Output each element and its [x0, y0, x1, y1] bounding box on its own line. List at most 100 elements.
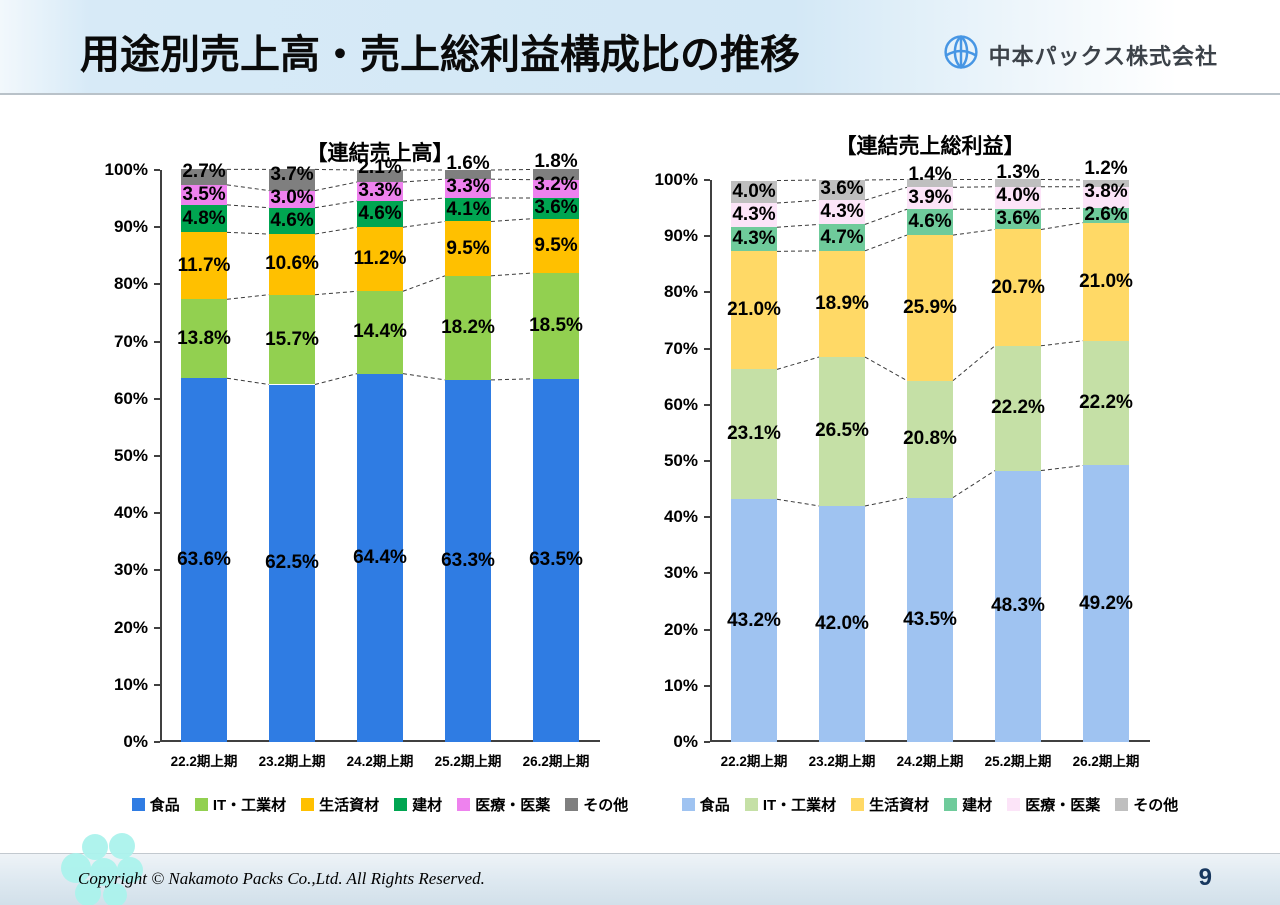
y-tick-mark: [704, 291, 710, 294]
bar-segment: [357, 373, 403, 742]
y-tick-mark: [704, 460, 710, 462]
y-tick-mark: [154, 683, 160, 686]
segment-label: 20.7%: [991, 276, 1045, 298]
segment-label: 21.0%: [727, 299, 781, 321]
segment-label: 64.4%: [353, 546, 407, 568]
bar-segment: [995, 209, 1041, 230]
bar-segment: [1083, 208, 1129, 223]
bar-segment: [357, 182, 403, 201]
y-tick-label: 100%: [654, 170, 698, 189]
segment-label: 4.0%: [732, 180, 776, 202]
y-tick-mark: [154, 169, 160, 171]
segment-label: 63.3%: [441, 549, 495, 571]
segment-label: 63.5%: [529, 549, 583, 571]
bar-segment: [907, 209, 953, 236]
legend-item: その他: [1115, 794, 1178, 815]
legend-label: 食品: [699, 797, 730, 814]
segment-label: 63.6%: [177, 549, 231, 571]
company-logo: 中本パックス株式会社: [942, 33, 1218, 76]
deco-circle: [75, 880, 101, 905]
segment-label: 10.6%: [265, 253, 319, 275]
y-tick-mark: [154, 741, 160, 743]
legend-swatch: [1007, 798, 1021, 811]
bar-segment: [1083, 222, 1129, 341]
y-tick-label: 70%: [113, 331, 148, 351]
legend-item: IT・工業材: [194, 794, 287, 815]
segment-label: 4.1%: [446, 198, 490, 220]
segment-label: 13.8%: [177, 327, 231, 349]
y-tick-mark: [154, 397, 160, 400]
legend-swatch: [851, 798, 865, 811]
segment-label: 4.0%: [996, 185, 1040, 207]
bar-segment: [533, 378, 579, 742]
chart-title-sales: 【連結売上高】: [306, 142, 454, 165]
segment-label: 18.5%: [529, 314, 583, 336]
segment-label: 48.3%: [991, 595, 1045, 617]
y-tick-label: 90%: [663, 226, 698, 246]
segment-label: 3.7%: [270, 163, 314, 185]
deco-circle: [109, 833, 135, 859]
y-tick-mark: [154, 340, 160, 343]
bar-segment: [445, 198, 491, 222]
segment-label: 2.7%: [182, 160, 226, 182]
segment-label: 2.6%: [1084, 204, 1128, 226]
bar-segment: [1083, 340, 1129, 466]
y-tick-label: 0%: [123, 732, 148, 751]
y-tick-label: 20%: [113, 617, 148, 637]
segment-label: 43.5%: [903, 608, 957, 630]
bar-segment: [819, 200, 865, 225]
legend-label: IT・工業材: [212, 797, 287, 814]
y-tick-mark: [704, 516, 710, 519]
legend-label: その他: [583, 797, 629, 814]
segment-label: 22.2%: [991, 397, 1045, 419]
bar-segment: [445, 379, 491, 742]
x-category-label: 26.2期上期: [522, 754, 590, 769]
legend-label: 生活資材: [869, 797, 930, 814]
y-tick-mark: [704, 235, 710, 238]
segment-label: 4.3%: [732, 228, 776, 250]
bar-segment: [819, 357, 865, 506]
bar-segment: [995, 229, 1041, 346]
y-tick-mark: [154, 626, 160, 629]
bar-segment: [819, 224, 865, 251]
segment-label: 23.1%: [727, 423, 781, 445]
bar-segment: [445, 170, 491, 180]
segment-label: 4.6%: [358, 203, 402, 225]
bar-segment: [181, 204, 227, 233]
bar-segment: [533, 179, 579, 199]
legend-label: 医療・医薬: [1025, 797, 1101, 814]
legend-swatch: [394, 798, 408, 811]
segment-label: 62.5%: [265, 552, 319, 574]
bar-segment: [269, 234, 315, 295]
x-category-label: 24.2期上期: [896, 754, 964, 769]
bar-segment: [731, 251, 777, 370]
copyright-text: Copyright © Nakamoto Packs Co.,Ltd. All …: [78, 869, 485, 888]
segment-label: 1.4%: [908, 164, 952, 186]
segment-label: 3.6%: [820, 178, 864, 200]
y-tick-label: 30%: [663, 563, 698, 583]
bar-segment: [731, 499, 777, 742]
bar-segment: [181, 299, 227, 379]
y-tick-label: 100%: [104, 160, 148, 179]
segment-label: 21.0%: [1079, 270, 1133, 292]
segment-label: 3.3%: [358, 180, 402, 202]
bar-segment: [995, 470, 1041, 742]
y-tick-label: 60%: [663, 394, 698, 414]
segment-label: 43.2%: [727, 609, 781, 631]
y-tick-mark: [704, 403, 710, 406]
segment-label: 4.7%: [820, 226, 864, 248]
legend-swatch: [681, 798, 695, 811]
deco-circle: [103, 883, 127, 905]
y-tick-mark: [154, 569, 160, 572]
deco-circle: [61, 853, 91, 883]
segment-label: 3.9%: [908, 187, 952, 209]
segment-label: 4.3%: [732, 204, 776, 226]
legend-swatch: [1115, 798, 1129, 811]
x-category-label: 23.2期上期: [808, 754, 876, 769]
segment-label: 4.6%: [908, 211, 952, 233]
y-tick-mark: [704, 741, 710, 743]
y-tick-mark: [154, 512, 160, 515]
bar-segment: [995, 345, 1041, 471]
legend-label: 生活資材: [319, 797, 380, 814]
legend-label: その他: [1133, 797, 1179, 814]
